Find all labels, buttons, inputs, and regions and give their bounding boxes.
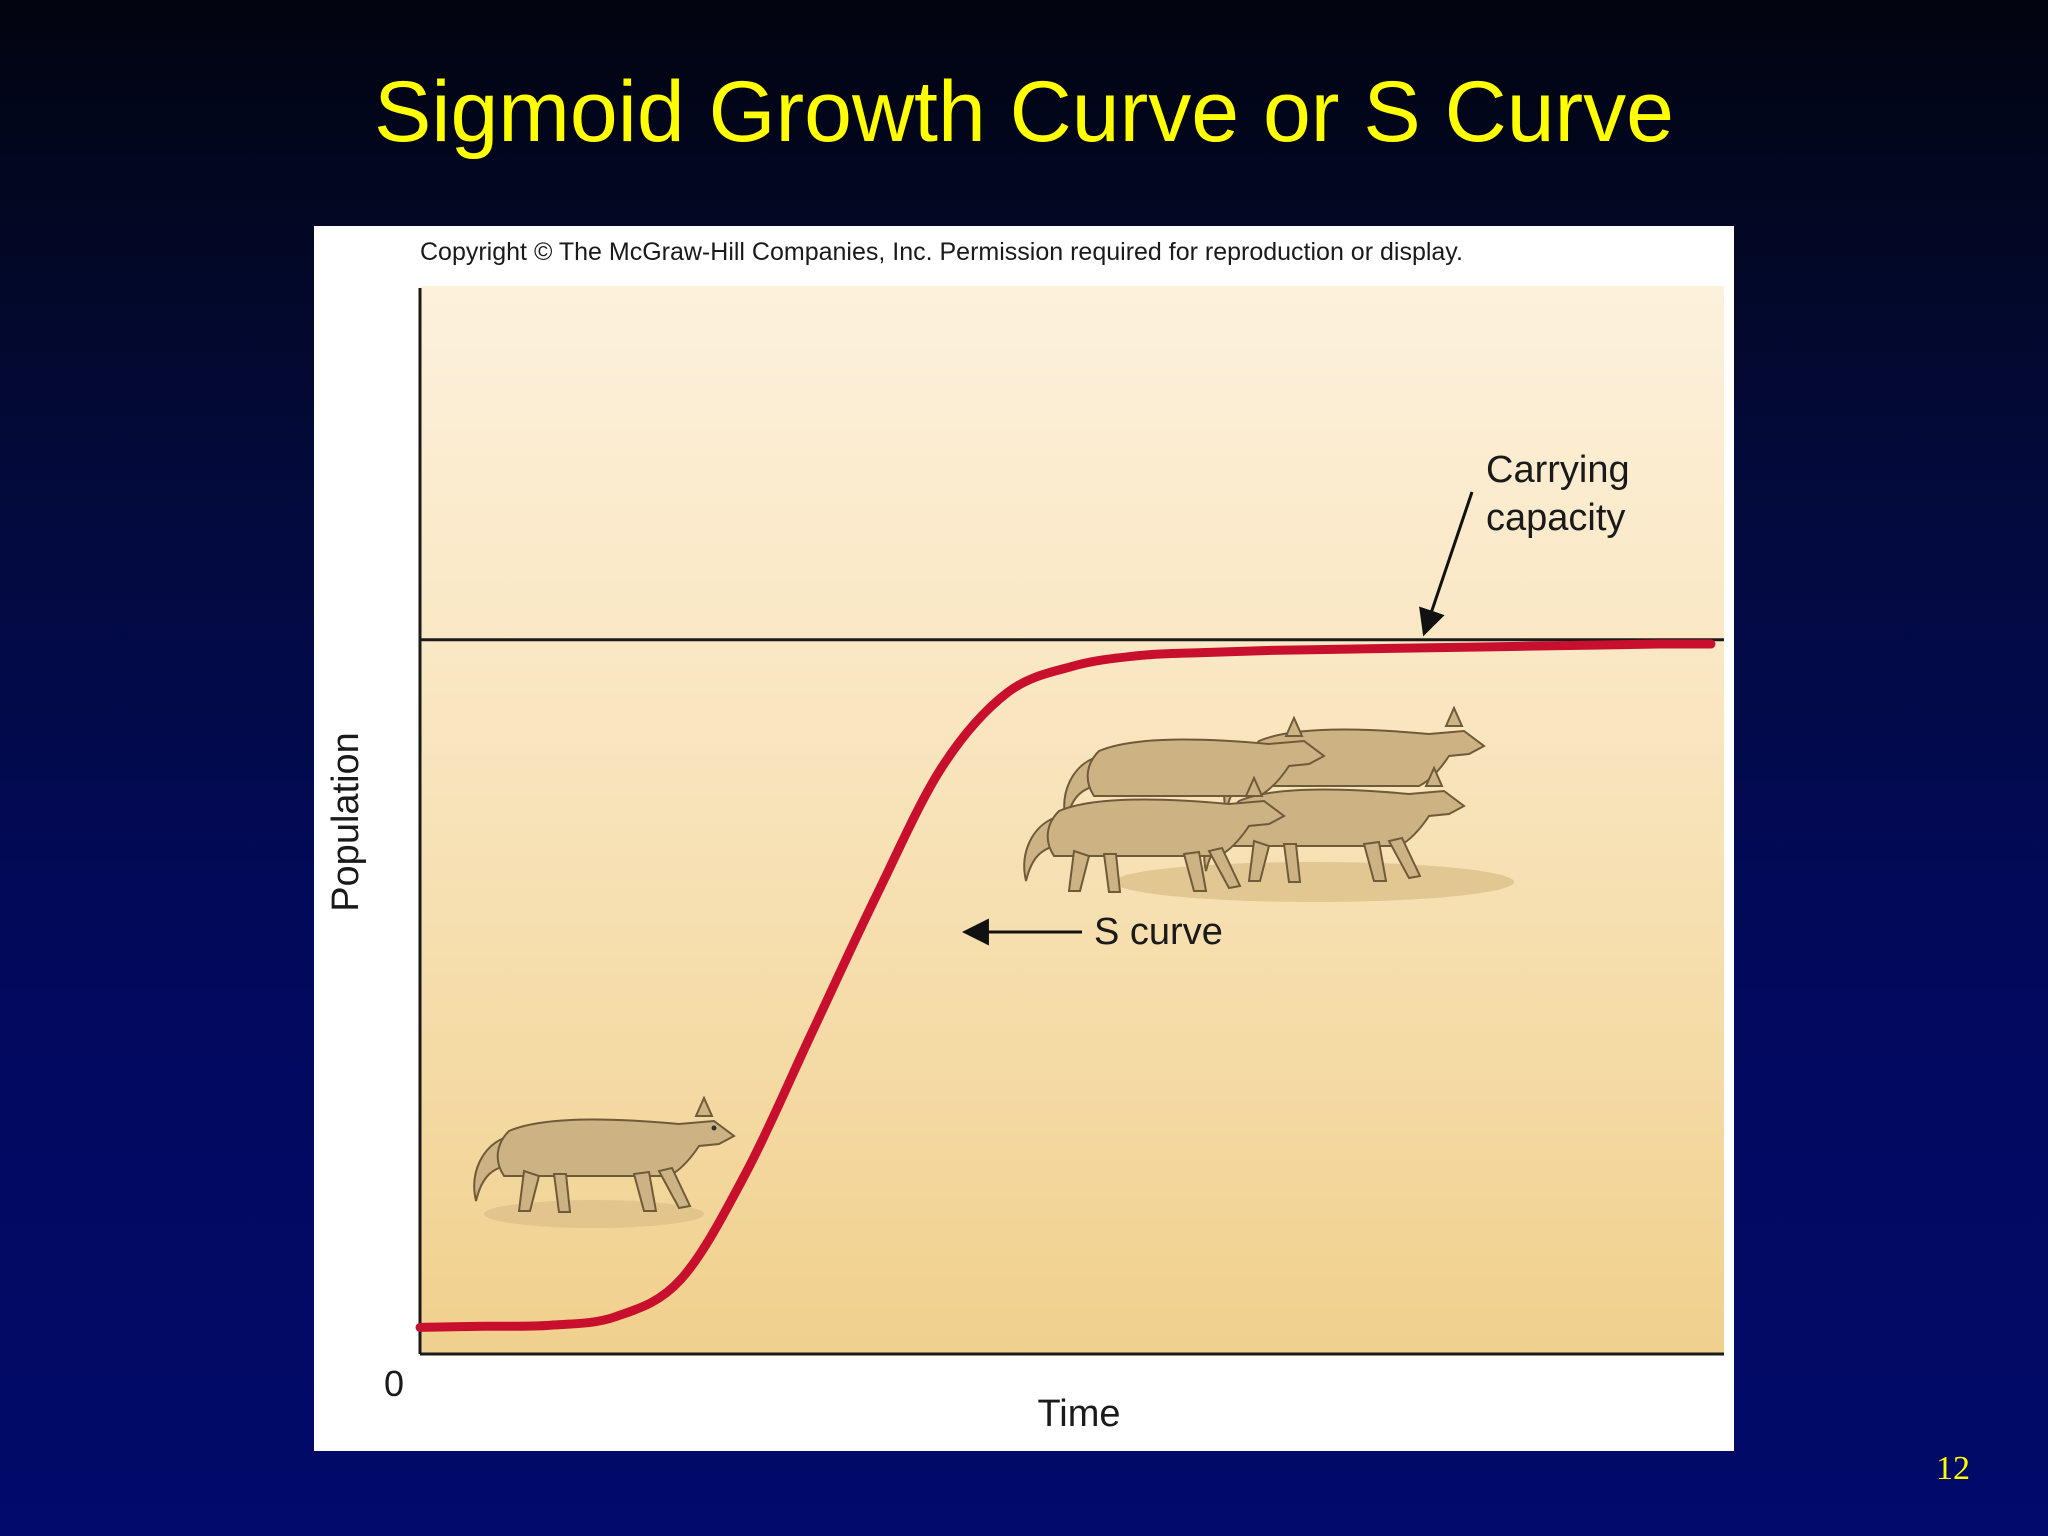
slide-number: 12 — [1936, 1450, 1970, 1487]
carrying-capacity-arrow — [1419, 491, 1474, 637]
copyright-notice: Copyright © The McGraw-Hill Companies, I… — [420, 238, 1463, 266]
s-curve-label: S curve — [1094, 911, 1223, 953]
group-of-animals-icon — [1023, 705, 1514, 902]
carrying-capacity-label-line2: capacity — [1486, 497, 1625, 539]
s-curve-line — [415, 639, 1716, 1332]
slide-title: Sigmoid Growth Curve or S Curve — [374, 64, 1674, 160]
x-axis-label: Time — [1037, 1393, 1120, 1435]
single-animal-icon — [473, 1095, 736, 1228]
s-curve-chart: Carrying capacity S curve Population Tim… — [325, 286, 1724, 1435]
chart-figure: Copyright © The McGraw-Hill Companies, I… — [314, 226, 1734, 1451]
origin-label: 0 — [384, 1363, 404, 1404]
carrying-capacity-label-line1: Carrying — [1486, 449, 1630, 491]
y-axis-label: Population — [325, 732, 367, 912]
